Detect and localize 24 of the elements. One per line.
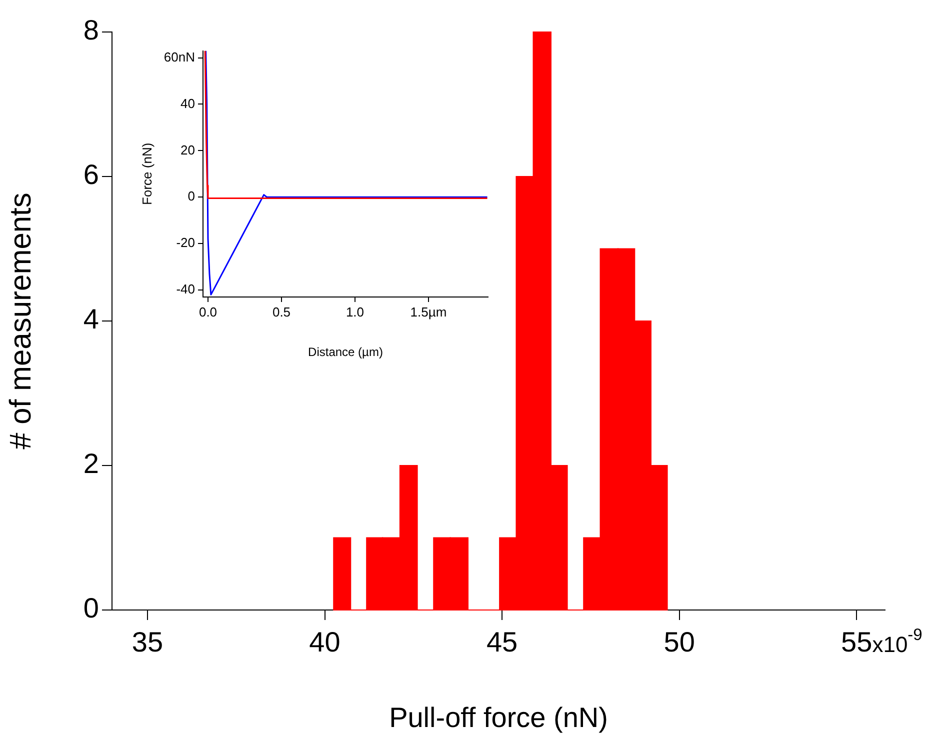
y-tick-label: -20 xyxy=(176,235,195,250)
x-tick-label: 40 xyxy=(309,626,340,658)
x-tick-label: 55 xyxy=(841,626,872,658)
y-tick-label: 60nN xyxy=(164,49,195,64)
x-tick-label: 1.0 xyxy=(346,304,364,320)
y-tick-label: 0 xyxy=(188,188,195,204)
y-tick-label: 6 xyxy=(83,159,99,190)
y-tick-label: 40 xyxy=(180,96,195,111)
x-tick-label: 0.0 xyxy=(198,304,218,320)
y-tick-label: 20 xyxy=(180,142,195,158)
x-tick-label: 50 xyxy=(664,626,695,658)
x-tick-label: 45 xyxy=(486,626,518,658)
y-axis-title: # of measurements xyxy=(4,192,38,450)
y-tick-label: -40 xyxy=(176,282,195,297)
x-tick-label: 1.5µm xyxy=(410,304,447,320)
x-axis-title: Distance (µm) xyxy=(308,345,383,360)
x-tick-label: 35 xyxy=(132,626,164,658)
y-tick-label: 2 xyxy=(83,448,99,480)
y-tick-label: 0 xyxy=(83,592,99,624)
y-axis-title: Force (nN) xyxy=(139,142,154,205)
y-tick-label: 8 xyxy=(83,14,99,46)
x-tick-label: 0.5 xyxy=(272,304,291,320)
y-tick-label: 4 xyxy=(83,304,99,335)
x-axis-title: Pull-off force (nN) xyxy=(389,702,608,733)
